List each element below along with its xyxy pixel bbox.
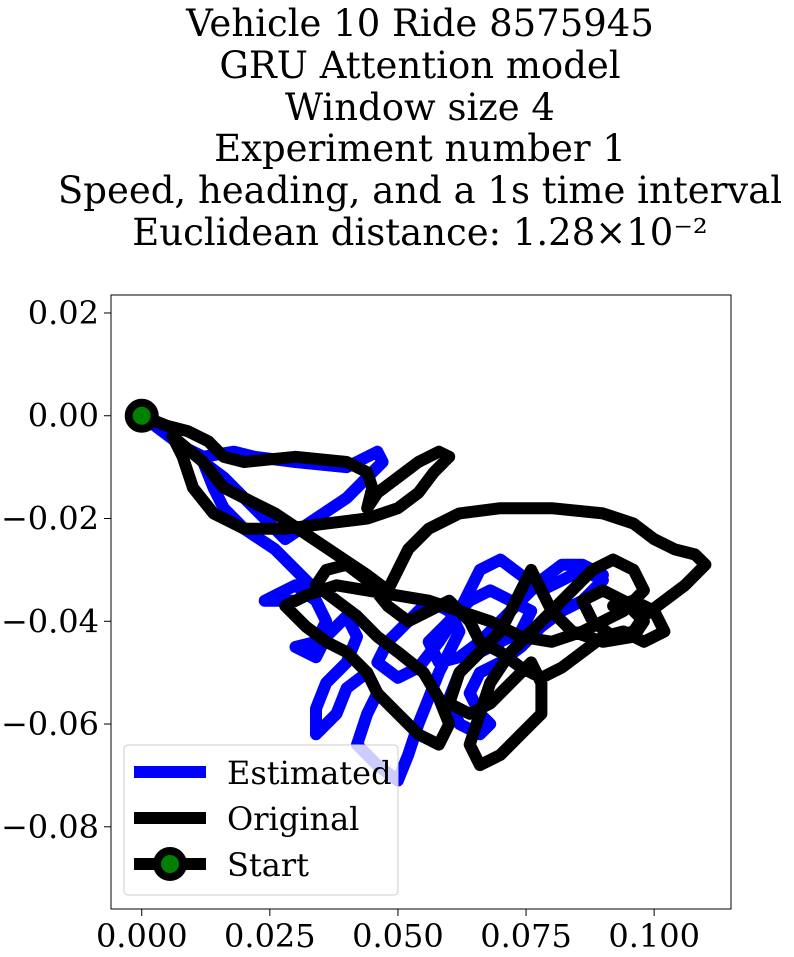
x-axis: 0.000 0.025 0.050 0.075 0.100 [96,909,700,955]
legend-label-estimated: Estimated [227,754,392,792]
title-line-1: Vehicle 10 Ride 8575945 [185,2,654,45]
x-tick-label: 0.100 [608,917,700,955]
x-tick-label: 0.075 [480,917,572,955]
title-line-2: GRU Attention model [219,44,620,87]
y-axis: 0.02 0.00 −0.02 −0.04 −0.06 −0.08 [1,294,111,846]
legend: Estimated Original Start [123,744,399,896]
legend-label-original: Original [227,800,359,838]
plot-frame [110,294,732,910]
legend-box [123,744,399,896]
chart-title: Vehicle 10 Ride 8575945 GRU Attention mo… [58,2,782,254]
x-tick-label: 0.050 [352,917,444,955]
series-line-original [135,409,712,772]
y-tick-label: −0.02 [1,500,99,538]
legend-swatch-start-marker [153,847,187,881]
plot-area [124,398,712,787]
legend-label-start: Start [227,846,309,884]
start-marker [124,398,159,433]
y-tick-label: 0.00 [28,397,99,435]
title-line-6: Euclidean distance: 1.28×10⁻² [132,211,707,254]
y-tick-label: 0.02 [28,294,99,332]
title-line-5: Speed, heading, and a 1s time interval [58,169,782,212]
title-line-3: Window size 4 [285,86,555,129]
y-tick-label: −0.04 [1,602,99,640]
x-tick-label: 0.025 [224,917,316,955]
y-tick-label: −0.08 [1,808,99,846]
x-tick-label: 0.000 [96,917,188,955]
title-line-4: Experiment number 1 [214,127,626,170]
y-tick-label: −0.06 [1,705,99,743]
